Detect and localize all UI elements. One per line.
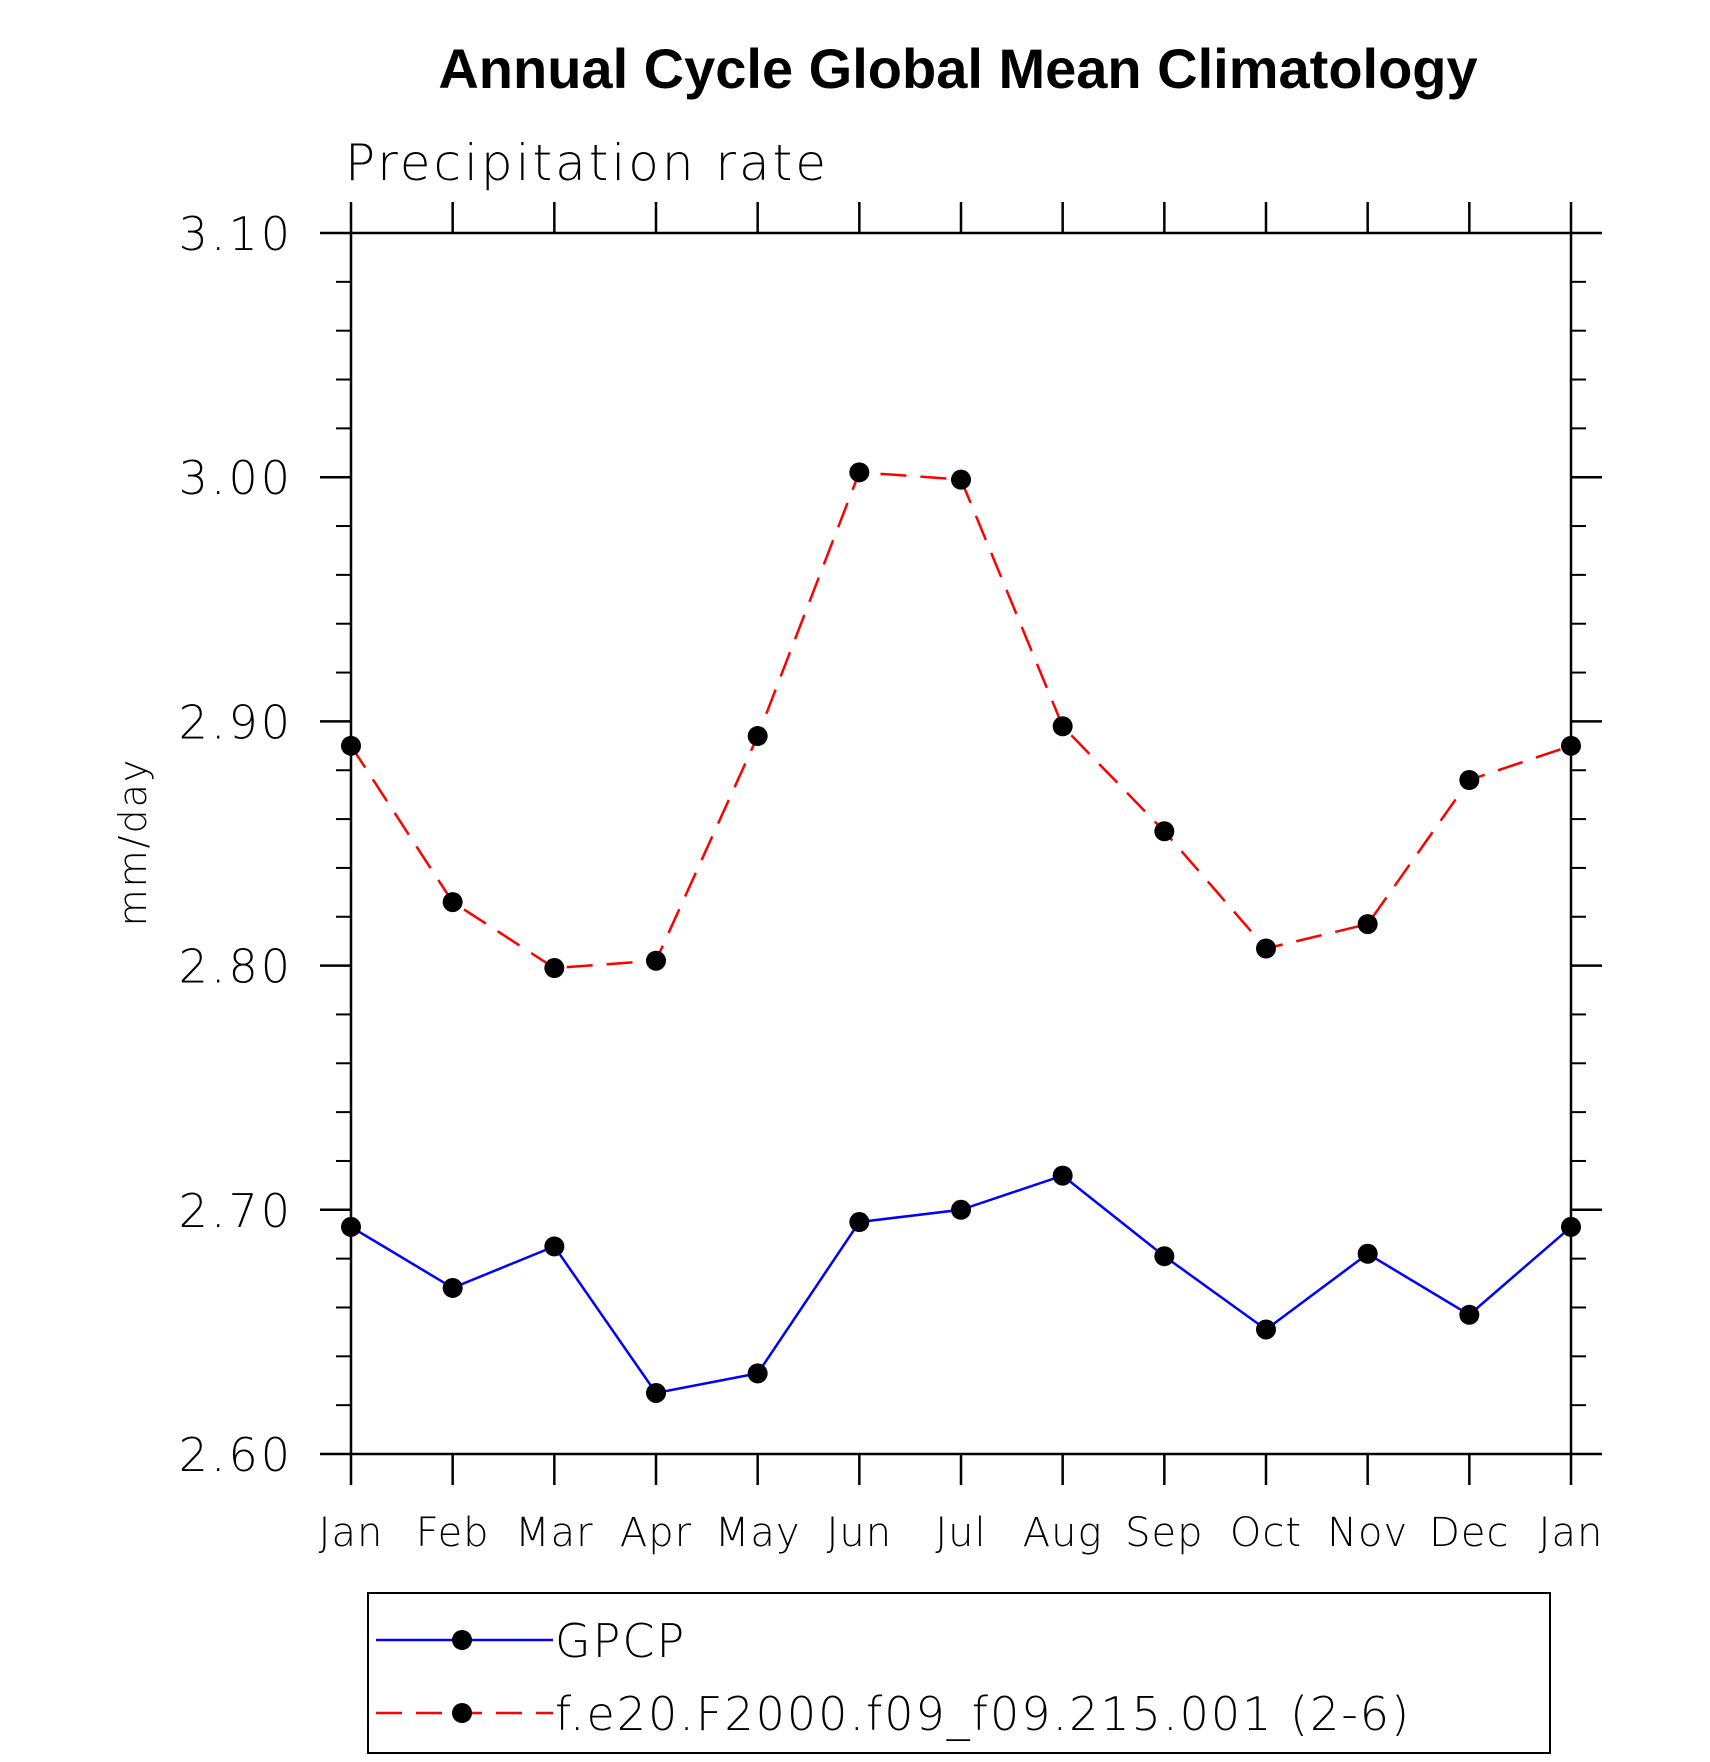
data-point [442,892,463,913]
legend-item-1: GPCP [376,1614,686,1668]
y-tick-label: 3.10 [179,207,293,261]
y-axis-label: mm/day [111,758,155,927]
x-tick-label: Apr [620,1510,692,1556]
chart-title: Annual Cycle Global Mean Climatology [438,37,1477,100]
data-point [1459,1304,1480,1325]
data-point [747,1363,768,1384]
data-point [1052,716,1073,737]
legend-marker [452,1630,472,1650]
y-tick-label: 2.60 [179,1428,293,1482]
y-tick-label: 2.70 [179,1184,293,1238]
data-point [1052,1165,1073,1186]
x-tick-label: Oct [1230,1510,1302,1556]
x-tick-label: Aug [1023,1510,1103,1556]
data-point [849,462,870,483]
x-tick-label: Jan [319,1510,384,1556]
data-point [1459,770,1480,791]
data-point [544,1236,565,1257]
data-point [1256,938,1276,959]
legend-item-2: f.e20.F2000.f09_f09.215.001 (2-6) [376,1687,1411,1741]
series-line [349,470,1572,970]
legend-box [367,1592,1551,1754]
y-tick-label: 2.90 [179,695,293,749]
x-tick-label: Nov [1327,1510,1408,1556]
x-tick-label: May [715,1510,801,1556]
y-tick-label: 3.00 [179,451,293,505]
x-tick-label: Dec [1429,1510,1509,1556]
data-point [442,1277,463,1298]
data-point [1154,1246,1175,1267]
y-tick-label: 2.80 [179,940,293,994]
series-1 [341,1165,1581,1403]
x-tick-label: Sep [1125,1510,1203,1556]
data-point [341,1216,361,1237]
legend-label: GPCP [555,1614,686,1668]
data-point [849,1212,870,1233]
data-point [544,958,565,979]
data-point [1561,1216,1581,1237]
x-tick-label: Jul [935,1510,986,1556]
legend-label: f.e20.F2000.f09_f09.215.001 (2-6) [555,1687,1411,1741]
data-point [1357,914,1378,935]
legend: GPCP f.e20.F2000.f09_f09.215.001 (2-6) [376,1614,1411,1741]
legend-marker [452,1703,472,1723]
x-tick-label: Feb [416,1510,490,1556]
data-point [747,726,768,747]
data-point [646,950,666,971]
series-2 [341,462,1581,979]
data-point [646,1382,666,1403]
data-point [1154,821,1175,842]
x-tick-label: Jan [1539,1510,1604,1556]
data-point [951,469,971,490]
chart-subtitle: Precipitation rate [345,134,829,192]
x-tick-label: Jun [827,1510,893,1556]
data-point [1357,1243,1378,1264]
x-tick-label: Mar [515,1510,593,1556]
axes: 2.60 2.70 2.80 2.90 3.00 3.10 Jan Feb Mar Apr May J… [179,202,1604,1556]
data-point [1561,735,1581,756]
data-point [341,735,361,756]
series-layer [341,462,1581,1403]
plot-frame [349,231,1573,1456]
data-point [1256,1319,1276,1340]
data-point [951,1199,971,1220]
